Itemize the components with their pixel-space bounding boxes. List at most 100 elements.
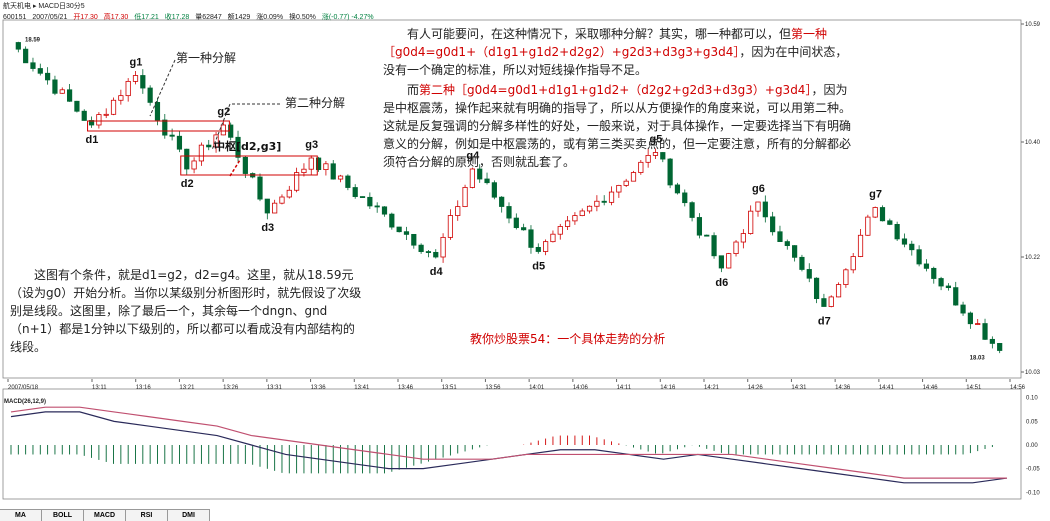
zhongshu-arrow (229, 159, 241, 177)
candle-body (132, 75, 139, 82)
candle-body (799, 256, 805, 270)
candle-body (411, 233, 417, 246)
quote-line: 600151 2007/05/21 开17.30 高17.30 低17.21 收… (3, 12, 378, 22)
right-axis-label: 10.59 (1025, 22, 1041, 28)
time-axis-label: 13:26 (223, 385, 239, 391)
right-axis-label: 10.40 (1025, 140, 1041, 146)
candle-body (403, 231, 410, 235)
candle-body (711, 235, 717, 257)
candle-body (792, 245, 798, 258)
low-price: 低17.21 (134, 14, 159, 21)
wave-label-g7: g7 (869, 189, 882, 201)
candle-body (645, 155, 651, 163)
macd-axis-label: 0.05 (1026, 419, 1038, 425)
time-axis-label: 13:41 (354, 385, 370, 391)
wave-label-d1: d1 (86, 134, 99, 146)
tab-dmi[interactable]: DMI (168, 509, 210, 521)
high-price-marker: 18.59 (25, 38, 41, 44)
candle-body (557, 226, 563, 235)
candle-body (696, 217, 703, 236)
candle-body (857, 234, 864, 257)
candle-body (337, 175, 344, 180)
candle-body (301, 168, 307, 173)
tab-boll[interactable]: BOLL (42, 509, 84, 521)
tab-macd[interactable]: MACD (84, 509, 126, 521)
change-pct: 涨0.09% (256, 14, 284, 21)
candle-body (425, 251, 432, 253)
wave-label-g1: g1 (130, 57, 143, 69)
candle-body (220, 124, 226, 136)
candle-body (865, 216, 871, 236)
candle-body (469, 168, 475, 188)
wave-label-g4: g4 (466, 150, 480, 162)
candle-body (213, 134, 219, 148)
low-price-marker: 18.03 (970, 356, 986, 362)
p2-text-a: 而 (407, 83, 420, 97)
candle-body (601, 200, 607, 203)
time-axis-label: 13:21 (179, 385, 195, 391)
candle-body (608, 191, 615, 203)
candle-body (535, 246, 541, 252)
candle-body (813, 277, 820, 300)
candle-body (821, 298, 827, 307)
candle-body (784, 241, 790, 246)
candle-body (272, 202, 278, 214)
candle-body (630, 172, 637, 182)
p2-text-d: ，因为是中枢震荡，操作起来就有明确的指导了，所以从方便操作的角度来说，可以用第二… (383, 83, 852, 169)
time-axis-label: 13:31 (267, 385, 283, 391)
candle-body (359, 196, 366, 198)
macd-axis-label: 0.10 (1026, 396, 1038, 402)
candle-body (674, 184, 681, 194)
candle-body (191, 160, 197, 170)
p2-formula: ［g0d4=g0d1+d1g1+g1d2+（d2g2+g2d3+d3g3）+g3… (455, 83, 812, 97)
time-axis-label: 14:01 (529, 385, 545, 391)
wave-label-d2: d2 (181, 178, 194, 190)
time-axis-label: 14:21 (704, 385, 720, 391)
macd-panel-frame (2, 388, 1022, 500)
candle-body (286, 189, 292, 198)
candle-body (455, 206, 461, 216)
candle-body (198, 144, 205, 162)
paragraph-2: 而第二种［g0d4=g0d1+d1g1+g1d2+（d2g2+g2d3+d3g3… (383, 81, 858, 171)
time-axis-label: 13:46 (398, 385, 414, 391)
indicator-tabs: MA BOLL MACD RSI DMI (0, 509, 1050, 521)
annotation-first: 第一种分解 (176, 51, 236, 65)
candle-body (103, 113, 109, 116)
time-axis-label: 13:51 (442, 385, 458, 391)
candle-body (88, 120, 95, 126)
p1-formula: ［g0d4=g0d1+（d1g1+g1d2+d2g2）+g2d3+d3g3+g3… (383, 45, 740, 59)
time-axis-label: 14:56 (1010, 385, 1026, 391)
candle-body (323, 163, 329, 171)
candle-body (835, 284, 842, 298)
candle-body (96, 114, 102, 126)
candle-body (330, 163, 336, 180)
stock-title: 航天机电 ▸ MACD日30分5 (3, 3, 85, 10)
candle-body (916, 249, 922, 265)
candle-body (543, 241, 549, 252)
candle-body (638, 161, 644, 173)
candle-body (989, 338, 995, 344)
candle-body (352, 187, 358, 197)
tab-rsi[interactable]: RSI (126, 509, 168, 521)
candle-body (901, 238, 908, 245)
wave-label-g2: g2 (217, 106, 230, 118)
time-axis-label: 14:16 (660, 385, 676, 391)
candle-body (506, 206, 512, 219)
candle-body (15, 42, 21, 50)
tab-ma[interactable]: MA (0, 509, 42, 521)
candle-body (843, 269, 849, 285)
candle-body (381, 206, 388, 215)
macd-dea-line (10, 406, 1007, 479)
p1-text-d: ，因为在中间状态，没有一个确定的标准，所以对短线操作指导不足。 (383, 45, 848, 77)
candle-body (667, 158, 673, 186)
candle-body (125, 80, 131, 97)
candle-body (726, 253, 732, 269)
candle-body (894, 224, 900, 240)
candle-body (586, 205, 593, 212)
candle-body (118, 95, 124, 101)
candle-body (257, 176, 263, 200)
high-price: 高17.30 (103, 14, 129, 21)
candle-body (938, 278, 944, 287)
candle-body (777, 231, 783, 242)
time-axis-label: 14:11 (617, 385, 632, 391)
